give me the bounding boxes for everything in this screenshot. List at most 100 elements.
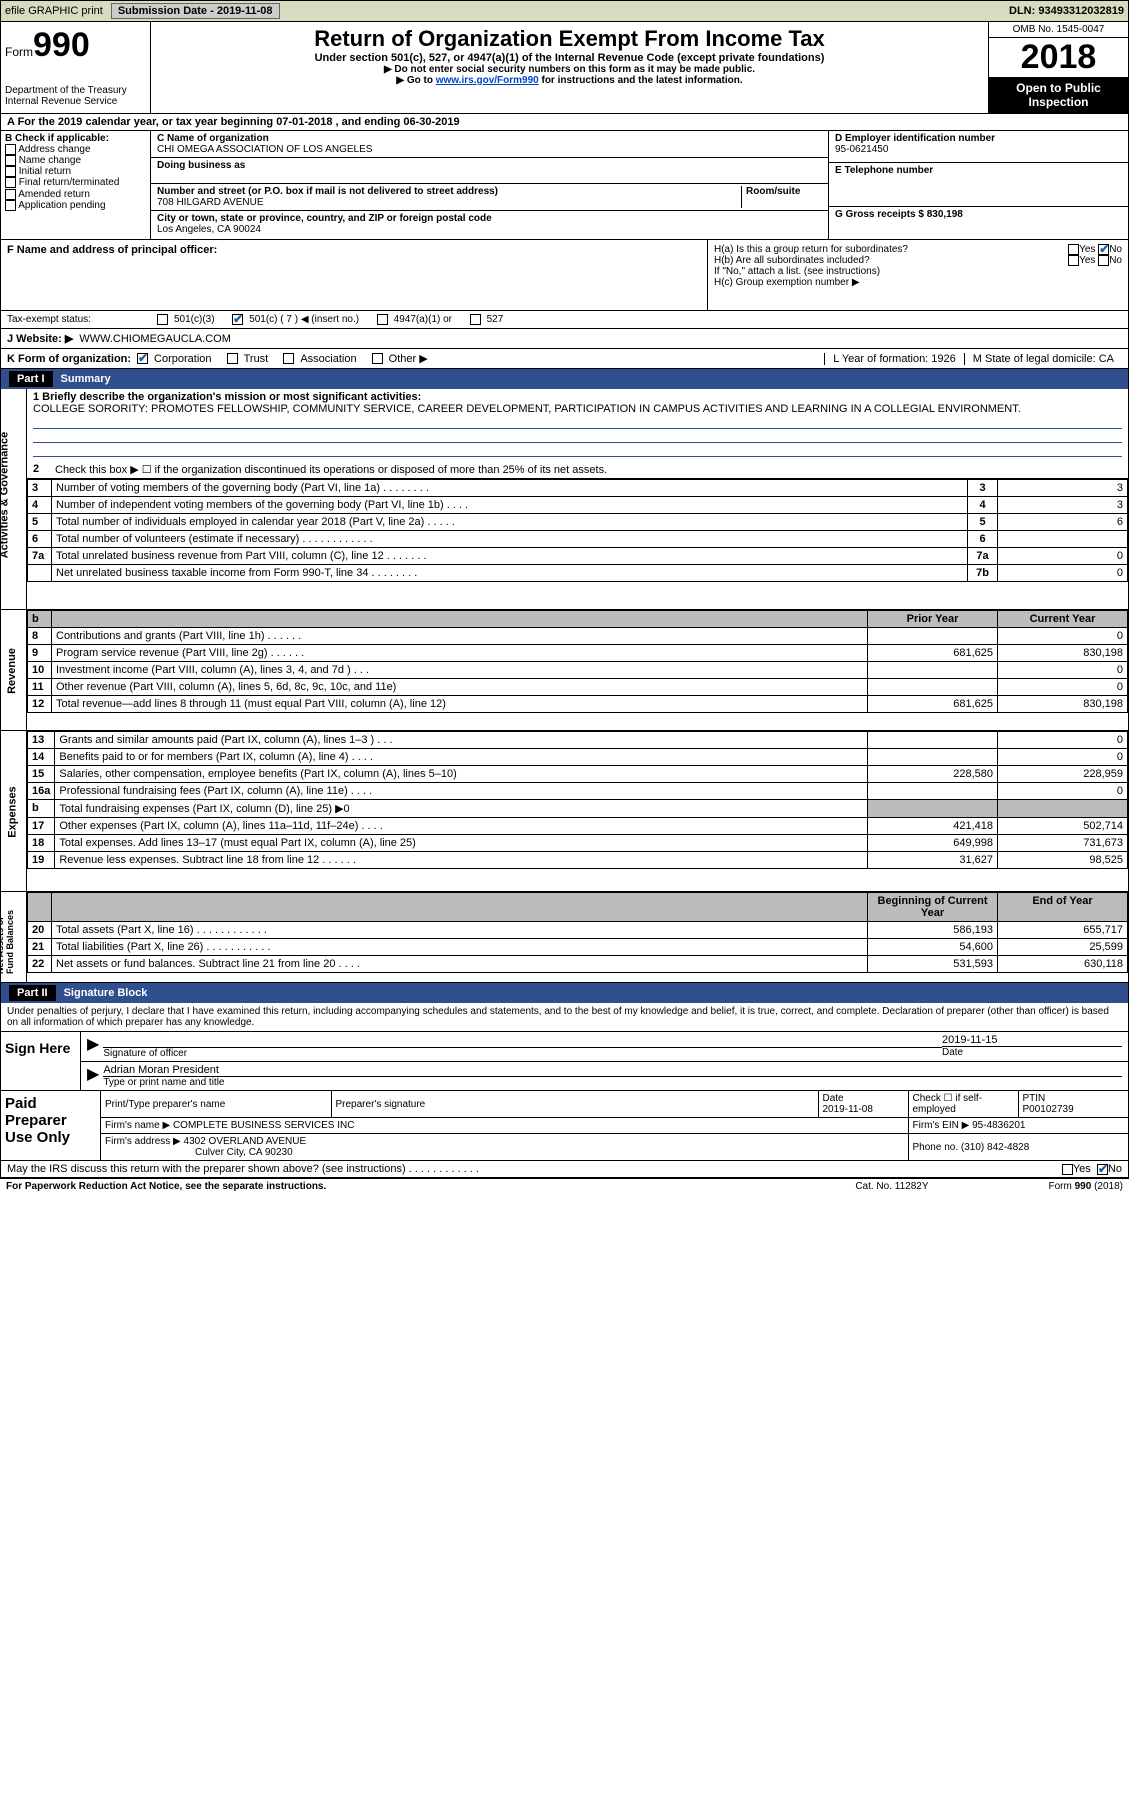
- chk-association[interactable]: [283, 353, 294, 364]
- box-b-label: B Check if applicable:: [5, 133, 146, 144]
- box-c: C Name of organization CHI OMEGA ASSOCIA…: [151, 131, 828, 239]
- chk-4947[interactable]: [377, 314, 388, 325]
- line-desc: Total liabilities (Part X, line 26) . . …: [52, 939, 868, 956]
- chk-trust[interactable]: [227, 353, 238, 364]
- prior-year-val: [868, 783, 998, 800]
- hb-yes-checkbox[interactable]: [1068, 255, 1079, 266]
- chk-address-change[interactable]: Address change: [5, 144, 146, 155]
- sig-officer-label: Signature of officer: [103, 1048, 942, 1059]
- line-num: 5: [28, 514, 52, 531]
- sig-officer-line: ▶ Signature of officer 2019-11-15 Date: [81, 1032, 1128, 1062]
- line-num: 21: [28, 939, 52, 956]
- form-title: Return of Organization Exempt From Incom…: [157, 26, 982, 52]
- part-2-title: Part II Signature Block: [1, 983, 1128, 1003]
- city-value: Los Angeles, CA 90024: [157, 224, 261, 235]
- line-desc: Benefits paid to or for members (Part IX…: [55, 749, 868, 766]
- sign-here-label: Sign Here: [1, 1032, 81, 1090]
- line-box: 7a: [968, 548, 998, 565]
- sign-here-row: Sign Here ▶ Signature of officer 2019-11…: [1, 1031, 1128, 1090]
- chk-initial-return[interactable]: Initial return: [5, 166, 146, 177]
- sig-date-value: 2019-11-15: [942, 1034, 1122, 1047]
- opt-assoc: Association: [300, 353, 356, 365]
- firm-addr: 4302 OVERLAND AVENUE: [184, 1136, 307, 1147]
- chk-final-return[interactable]: Final return/terminated: [5, 177, 146, 188]
- org-name-label: C Name of organization: [157, 133, 269, 144]
- line-desc: Other revenue (Part VIII, column (A), li…: [52, 679, 868, 696]
- ha-label: H(a) Is this a group return for subordin…: [714, 244, 1068, 255]
- opt-527: 527: [487, 314, 504, 325]
- hb-label: H(b) Are all subordinates included?: [714, 255, 1068, 266]
- ein-value: 95-0621450: [835, 144, 888, 155]
- chk-app-pending[interactable]: Application pending: [5, 200, 146, 211]
- chk-527[interactable]: [470, 314, 481, 325]
- firm-ein: 95-4836201: [972, 1120, 1025, 1131]
- line-num: 3: [28, 480, 52, 497]
- current-year-val: 0: [998, 783, 1128, 800]
- line-box: 4: [968, 497, 998, 514]
- line-num: 8: [28, 628, 52, 645]
- self-emp-label: Check ☐ if self-employed: [913, 1093, 983, 1115]
- chk-501c3[interactable]: [157, 314, 168, 325]
- opt-501c3: 501(c)(3): [174, 314, 215, 325]
- briefly-label: 1 Briefly describe the organization's mi…: [33, 391, 1122, 403]
- goto-post: for instructions and the latest informat…: [539, 75, 743, 86]
- sign-here-mid: ▶ Signature of officer 2019-11-15 Date ▶…: [81, 1032, 1128, 1090]
- box-e: E Telephone number: [829, 163, 1128, 207]
- line-val: 6: [998, 514, 1128, 531]
- org-name-box: C Name of organization CHI OMEGA ASSOCIA…: [151, 131, 828, 158]
- line-num: 4: [28, 497, 52, 514]
- chk-corporation[interactable]: [137, 353, 148, 364]
- ptin-value: P00102739: [1023, 1104, 1074, 1115]
- firm-name-cell: Firm's name ▶ COMPLETE BUSINESS SERVICES…: [101, 1118, 908, 1134]
- line-desc: Program service revenue (Part VIII, line…: [52, 645, 868, 662]
- chk-other[interactable]: [372, 353, 383, 364]
- phone-label: Phone no.: [913, 1142, 959, 1153]
- line-box: 7b: [968, 565, 998, 582]
- line-num: b: [28, 800, 55, 818]
- line-desc: Net assets or fund balances. Subtract li…: [52, 956, 868, 973]
- form-subtitle-2: ▶ Do not enter social security numbers o…: [157, 64, 982, 75]
- line-num: 9: [28, 645, 52, 662]
- ptin-label: PTIN: [1023, 1093, 1046, 1104]
- rule-line: [33, 417, 1122, 429]
- discuss-no-checkbox[interactable]: [1097, 1164, 1108, 1175]
- hb-no-checkbox[interactable]: [1098, 255, 1109, 266]
- line-num: 10: [28, 662, 52, 679]
- submission-date-button[interactable]: Submission Date - 2019-11-08: [111, 3, 280, 19]
- chk-name-change[interactable]: Name change: [5, 155, 146, 166]
- city-label: City or town, state or province, country…: [157, 213, 492, 224]
- tax-exempt-label: Tax-exempt status:: [7, 314, 151, 325]
- chk-501c[interactable]: [232, 314, 243, 325]
- irs-link[interactable]: www.irs.gov/Form990: [436, 75, 539, 86]
- prep-date: 2019-11-08: [823, 1104, 873, 1115]
- beginning-year-hdr: Beginning of Current Year: [868, 893, 998, 922]
- ha-no-checkbox[interactable]: [1098, 244, 1109, 255]
- footer-right: Form 990 (2018): [1049, 1181, 1123, 1192]
- phone-value: (310) 842-4828: [961, 1142, 1029, 1153]
- prior-year-val: 31,627: [868, 852, 998, 869]
- yes-label: Yes: [1079, 255, 1095, 266]
- ha-yes-checkbox[interactable]: [1068, 244, 1079, 255]
- box-b: B Check if applicable: Address change Na…: [1, 131, 151, 239]
- firm-phone-cell: Phone no. (310) 842-4828: [908, 1134, 1128, 1161]
- paid-preparer-label: Paid Preparer Use Only: [1, 1091, 101, 1160]
- form-number: Form990: [5, 26, 146, 65]
- prep-date-label: Date: [823, 1093, 844, 1104]
- line-2-text: Check this box ▶ ☐ if the organization d…: [55, 463, 1122, 476]
- discuss-yes-checkbox[interactable]: [1062, 1164, 1073, 1175]
- vtab-revenue: Revenue: [1, 610, 27, 730]
- goto-pre: ▶ Go to: [396, 75, 435, 86]
- addr-value: 708 HILGARD AVENUE: [157, 197, 264, 208]
- end-year-hdr: End of Year: [998, 893, 1128, 922]
- officer-name-label: Type or print name and title: [103, 1077, 1122, 1088]
- opt-4947: 4947(a)(1) or: [394, 314, 452, 325]
- line-desc: Total expenses. Add lines 13–17 (must eq…: [55, 835, 868, 852]
- discuss-row: May the IRS discuss this return with the…: [1, 1160, 1128, 1177]
- line-val: 0: [998, 565, 1128, 582]
- firm-city: Culver City, CA 90230: [195, 1147, 293, 1158]
- no-label: No: [1108, 1163, 1122, 1175]
- form-990-number: 990: [33, 26, 90, 64]
- hdr-blank: b: [28, 611, 52, 628]
- form-header: Form990 Department of the Treasury Inter…: [0, 22, 1129, 114]
- chk-amended[interactable]: Amended return: [5, 189, 146, 200]
